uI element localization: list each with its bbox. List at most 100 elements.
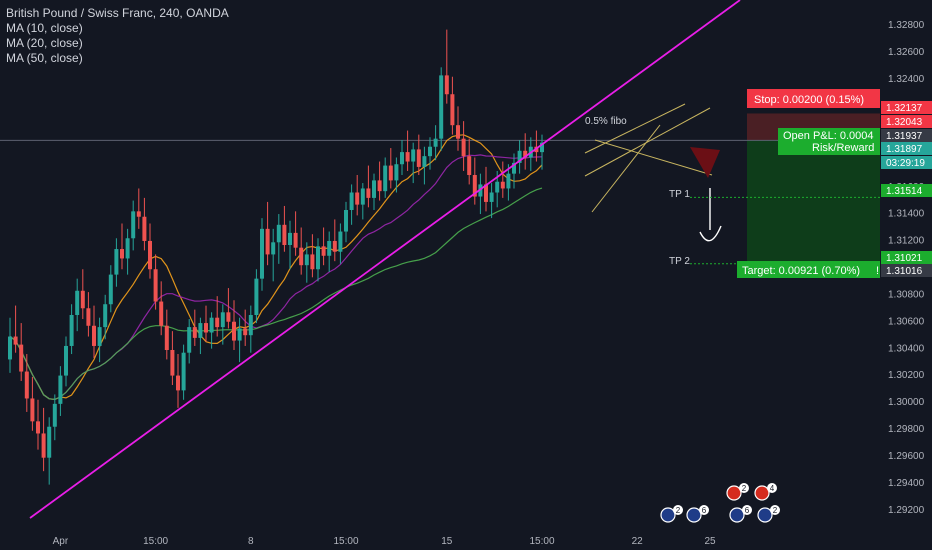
candle-body bbox=[215, 317, 220, 328]
candle-body bbox=[159, 301, 164, 326]
price-badge-label: 1.32043 bbox=[886, 117, 923, 128]
candle-body bbox=[181, 352, 186, 391]
price-badges: 1.32137 1.32043 1.31937 1.31897 03:29:19 1.31… bbox=[881, 101, 932, 277]
candle-body bbox=[349, 192, 354, 210]
price-tick-label: 1.29400 bbox=[888, 478, 925, 489]
candle-body bbox=[260, 228, 264, 279]
price-tick-label: 1.30400 bbox=[888, 343, 925, 354]
time-axis-bg bbox=[0, 525, 880, 550]
ma10-label[interactable]: MA (10, close) bbox=[6, 21, 83, 35]
price-tick-label: 1.30200 bbox=[888, 370, 925, 381]
candles bbox=[8, 29, 544, 485]
position-zones bbox=[0, 113, 880, 265]
candle-body bbox=[316, 246, 320, 270]
ma50-label[interactable]: MA (50, close) bbox=[6, 51, 83, 65]
candle-body bbox=[170, 350, 175, 376]
target-label: Target: 0.00921 (0.70%) bbox=[742, 265, 860, 277]
price-badge-label: 1.31937 bbox=[886, 131, 923, 142]
candle-body bbox=[204, 323, 208, 333]
price-badge bbox=[881, 101, 932, 114]
candle-body bbox=[114, 249, 119, 275]
price-tick-label: 1.30000 bbox=[888, 397, 925, 408]
candle-body bbox=[13, 336, 18, 345]
candle-body bbox=[495, 181, 500, 193]
candle-body bbox=[148, 240, 152, 270]
candle-body bbox=[444, 75, 449, 95]
candle-body bbox=[377, 180, 382, 192]
ma20-label[interactable]: MA (20, close) bbox=[6, 36, 83, 50]
candle-body bbox=[433, 138, 438, 147]
candle-body bbox=[338, 231, 343, 252]
candle-body bbox=[209, 317, 214, 333]
price-badge-label: 1.31016 bbox=[886, 266, 923, 277]
candle-body bbox=[388, 165, 393, 181]
candle-body bbox=[97, 327, 102, 346]
projection-arrow-head bbox=[690, 147, 720, 178]
price-badge-label: 1.31021 bbox=[886, 253, 923, 264]
pnl-label-box bbox=[778, 128, 881, 155]
marker-count: 6 bbox=[702, 506, 707, 515]
candle-body bbox=[30, 398, 35, 422]
candle-body bbox=[243, 328, 248, 336]
price-badge bbox=[881, 184, 932, 197]
target-label-suffix: ! bbox=[876, 265, 879, 277]
tp2-label: TP 2 bbox=[669, 256, 690, 267]
candle-body bbox=[142, 216, 147, 241]
candle-body bbox=[47, 426, 52, 458]
target-label-box bbox=[737, 261, 881, 278]
swiss-flag-icon bbox=[726, 485, 742, 501]
time-tick-label: 15:00 bbox=[529, 536, 554, 547]
target-zone bbox=[747, 140, 880, 265]
candle-body bbox=[332, 240, 337, 252]
candle-body bbox=[411, 149, 416, 162]
price-tick-label: 1.31400 bbox=[888, 209, 925, 220]
drawings[interactable]: 0.5% fibo TP 1 TP 2 Stop: 0.00200 (0.15%) Op… bbox=[29, 0, 881, 519]
candle-body bbox=[164, 325, 169, 350]
price-tick-label: 1.32400 bbox=[888, 74, 925, 85]
candle-body bbox=[327, 240, 332, 256]
price-tick-label: 1.29600 bbox=[888, 451, 925, 462]
price-badge bbox=[881, 129, 932, 142]
marker-count-bubble bbox=[673, 505, 683, 515]
candle-body bbox=[456, 125, 460, 139]
candle-body bbox=[506, 173, 511, 189]
uk-flag-icon bbox=[660, 507, 676, 523]
time-axis[interactable]: Apr 15:00 8 15:00 15 15:00 22 25 bbox=[0, 525, 880, 550]
chart-legend: British Pound / Swiss Franc, 240, OANDA … bbox=[6, 6, 229, 66]
time-tick-label: 15 bbox=[441, 536, 453, 547]
time-tick-label: 8 bbox=[248, 536, 254, 547]
candle-body bbox=[8, 336, 12, 360]
price-tick-label: 1.30600 bbox=[888, 316, 925, 327]
marker-count-bubble bbox=[767, 483, 777, 493]
swiss-flag-icon bbox=[754, 485, 770, 501]
price-tick-label: 1.29800 bbox=[888, 424, 925, 435]
candle-body bbox=[461, 138, 466, 157]
candle-body bbox=[540, 142, 544, 153]
moving-averages bbox=[9, 134, 543, 401]
candle-body bbox=[92, 325, 96, 346]
event-markers[interactable]: 2 6 2 6 4 2 bbox=[660, 483, 780, 523]
symbol-title[interactable]: British Pound / Swiss Franc, 240, OANDA bbox=[6, 6, 229, 20]
candle-body bbox=[282, 224, 287, 245]
wedge-lower-line bbox=[584, 107, 711, 177]
candle-body bbox=[103, 304, 108, 328]
stop-label-box bbox=[747, 89, 881, 108]
candle-body bbox=[86, 308, 91, 326]
marker-count-bubble bbox=[770, 505, 780, 515]
down-arrow-icon bbox=[699, 188, 722, 242]
wedge-support-line bbox=[591, 124, 661, 213]
price-tick-label: 1.29200 bbox=[888, 505, 925, 516]
candle-body bbox=[512, 162, 516, 174]
price-badge bbox=[881, 264, 932, 277]
time-tick-label: 15:00 bbox=[333, 536, 358, 547]
candle-body bbox=[254, 278, 259, 315]
fibo-label: 0.5% fibo bbox=[585, 116, 627, 127]
candle-body bbox=[176, 375, 180, 391]
candle-body bbox=[198, 323, 203, 338]
candle-body bbox=[517, 150, 522, 163]
price-tick-label: 1.30800 bbox=[888, 289, 925, 300]
candle-body bbox=[248, 315, 253, 336]
candle-body bbox=[472, 175, 477, 197]
tp1-label: TP 1 bbox=[669, 189, 690, 200]
